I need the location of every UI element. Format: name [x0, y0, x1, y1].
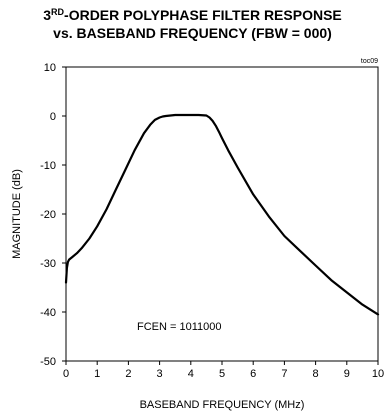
title-suffix: -ORDER POLYPHASE FILTER RESPONSE: [64, 7, 342, 23]
y-tick-label: -50: [40, 356, 56, 368]
title-superscript: RD: [51, 7, 65, 17]
y-axis-label: MAGNITUDE (dB): [11, 169, 23, 259]
x-tick-label: 2: [125, 368, 131, 380]
x-axis-label: BASEBAND FREQUENCY (MHz): [140, 399, 305, 411]
plot-frame: [65, 66, 379, 362]
y-tick-label: 0: [50, 111, 56, 123]
annotation-fcen: FCEN = 1011000: [137, 321, 222, 333]
x-tick-label: 8: [313, 368, 319, 380]
x-tick-label: 4: [188, 368, 194, 380]
y-tick-label: -30: [40, 258, 56, 270]
x-tick-label: 1: [94, 368, 100, 380]
x-tick-label: 7: [281, 368, 287, 380]
x-tick-label: 5: [219, 368, 225, 380]
x-tick-label: 3: [157, 368, 163, 380]
y-tick-label: 10: [44, 62, 56, 74]
x-tick-label: 0: [63, 368, 69, 380]
x-tick-label: 6: [250, 368, 256, 380]
chart-title-line2: vs. BASEBAND FREQUENCY (FBW = 000): [53, 25, 332, 41]
y-tick-label: -40: [40, 307, 56, 319]
figure-tag: toc09: [361, 58, 378, 65]
x-tick-label: 10: [372, 368, 384, 380]
y-tick-label: -10: [40, 160, 56, 172]
y-tick-label: -20: [40, 209, 56, 221]
chart-title-line1: 3RD-ORDER POLYPHASE FILTER RESPONSE: [0, 7, 385, 23]
title-prefix: 3: [43, 7, 52, 23]
series-line-response: [64, 113, 380, 316]
x-tick-label: 9: [344, 368, 350, 380]
